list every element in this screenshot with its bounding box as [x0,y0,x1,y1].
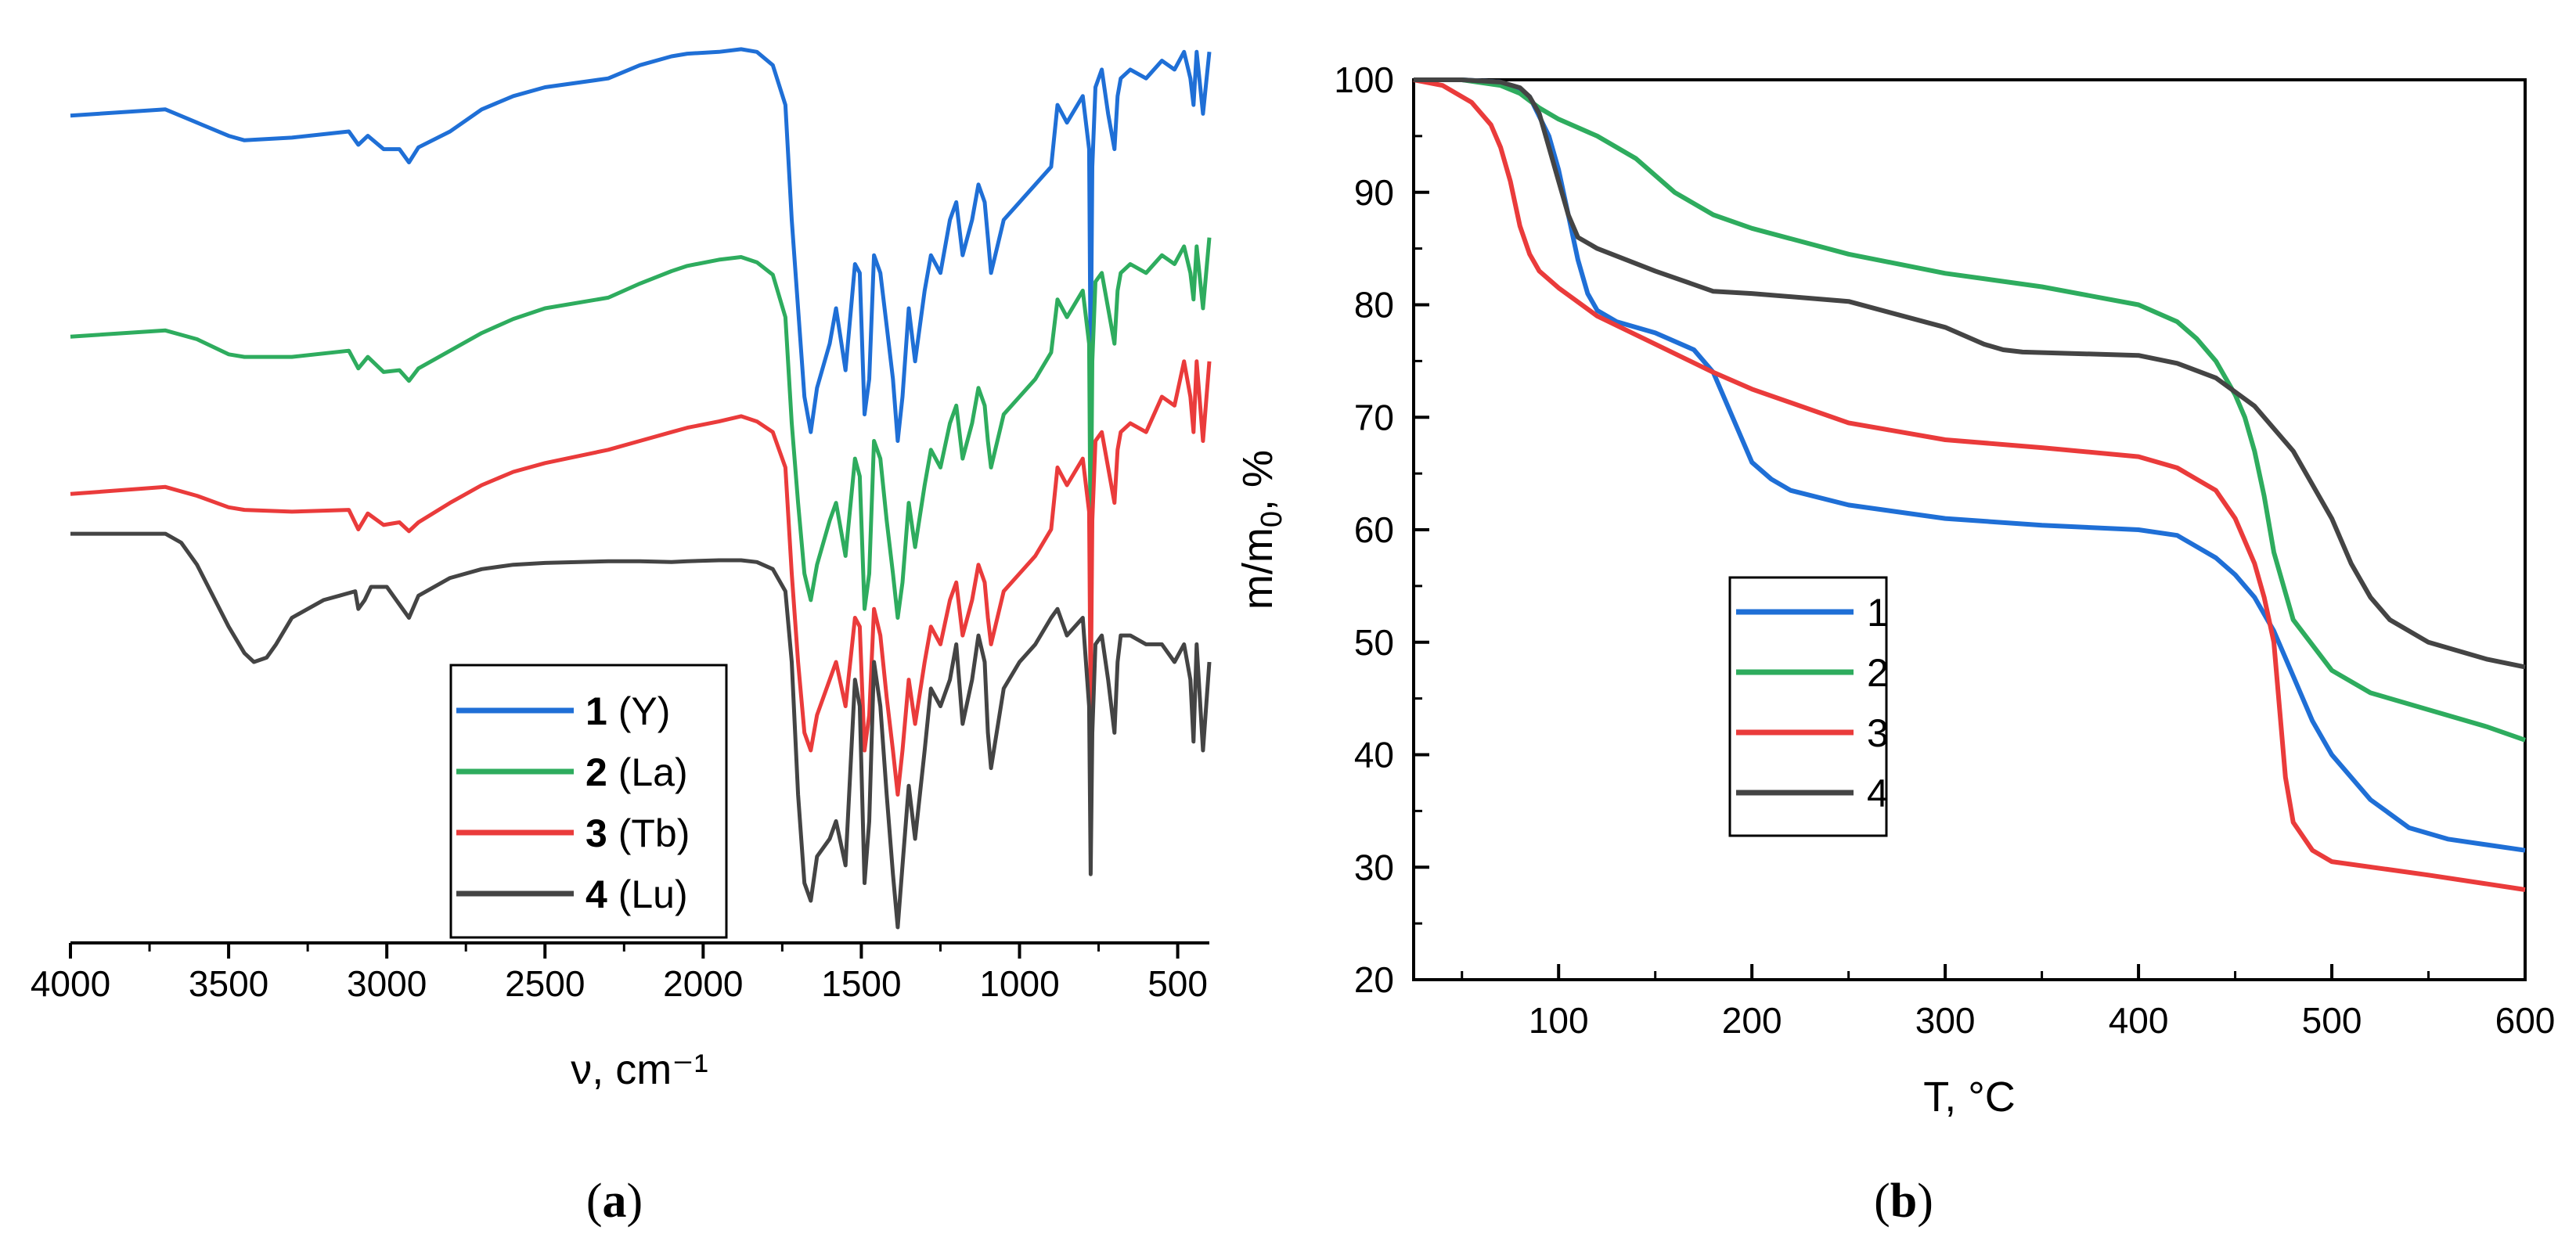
ir-series-line-1 [70,47,1212,443]
tga-series-line-3 [1413,77,2526,892]
tga-legend-label-2: 2 [1867,651,1889,695]
tga-series-line-1 [1414,77,2526,853]
ir-x-tick-label: 1000 [979,963,1059,1004]
ir-chart: 4000 3500 3000 2500 2000 1500 1000 500 ν, cm⁻¹ … [31,47,1212,1228]
ir-x-tick-label: 3000 [347,963,427,1004]
tga-y-axis-title: m/m0, % [1234,450,1288,610]
tga-legend-item: 3 [1736,711,1889,755]
ir-legend-label-3: 3 (Tb) [585,811,690,855]
tga-y-tick-label: 80 [1354,285,1394,326]
ir-x-tick-label: 2500 [505,963,585,1004]
tga-y-tick-label: 20 [1354,959,1394,1000]
ir-x-axis-title: ν, cm⁻¹ [571,1046,708,1093]
tga-y-tick-label: 40 [1354,735,1394,775]
ir-legend-item: 3 (Tb) [456,811,690,855]
ir-x-ticks: 4000 3500 3000 2500 2000 1500 1000 500 [31,943,1208,1004]
tga-series-lines [1413,77,2526,892]
ir-legend-label-1: 1 (Y) [585,689,670,733]
tga-series-line-2 [1414,77,2526,743]
tga-legend-label-4: 4 [1867,772,1889,815]
ir-x-tick-label: 3500 [189,963,268,1004]
tga-series-line-4 [1414,77,2526,670]
tga-axis-ticks: 100 200 300 400 500 600 20 30 40 50 60 70 80 90 100 [1334,59,2555,1041]
tga-x-tick-label: 400 [2109,1000,2169,1041]
ir-x-tick-label: 1500 [821,963,901,1004]
panel-b-caption: (b) [1874,1175,1933,1228]
ir-legend-item: 1 (Y) [456,689,670,733]
tga-x-tick-label: 600 [2495,1000,2556,1041]
tga-x-tick-label: 100 [1529,1000,1589,1041]
tga-legend-item: 1 [1736,591,1889,635]
tga-legend-item: 4 [1736,772,1889,815]
tga-x-tick-label: 500 [2302,1000,2362,1041]
ir-series-line-2 [70,237,1212,620]
ir-legend: 1 (Y) 2 (La) 3 (Tb) 4 (Lu) [449,664,728,939]
ir-series-lines [70,47,1212,930]
tga-legend-label-3: 3 [1867,711,1889,755]
panel-a-caption: (a) [586,1175,643,1228]
tga-legend: 1 2 3 4 [1728,576,1889,837]
ir-x-tick-label: 500 [1147,963,1208,1004]
tga-legend-frame [1728,576,1888,837]
tga-y-tick-label: 30 [1354,847,1394,887]
ir-series-line-3 [70,359,1212,797]
tga-x-tick-label: 300 [1915,1000,1976,1041]
tga-y-tick-label: 70 [1354,397,1394,437]
ir-legend-item: 2 (La) [456,750,688,794]
ir-legend-item: 4 (Lu) [456,872,688,916]
ir-x-tick-label: 4000 [31,963,110,1004]
ir-series-line-4 [70,531,1212,930]
tga-x-axis-title: T, °C [1923,1074,2016,1121]
tga-plot-frame [1412,78,2527,981]
tga-y-tick-label: 100 [1334,59,1394,100]
ir-legend-label-2: 2 (La) [585,750,688,794]
tga-y-tick-label: 90 [1354,172,1394,213]
tga-legend-item: 2 [1736,651,1889,695]
tga-y-tick-label: 50 [1354,622,1394,663]
ir-x-tick-label: 2000 [663,963,743,1004]
tga-legend-label-1: 1 [1867,591,1889,635]
tga-x-tick-label: 200 [1722,1000,1782,1041]
tga-chart: 100 200 300 400 500 600 20 30 40 50 60 70 80 90 100 T,… [1234,59,2555,1228]
tga-y-tick-label: 60 [1354,509,1394,550]
ir-legend-label-4: 4 (Lu) [585,872,688,916]
